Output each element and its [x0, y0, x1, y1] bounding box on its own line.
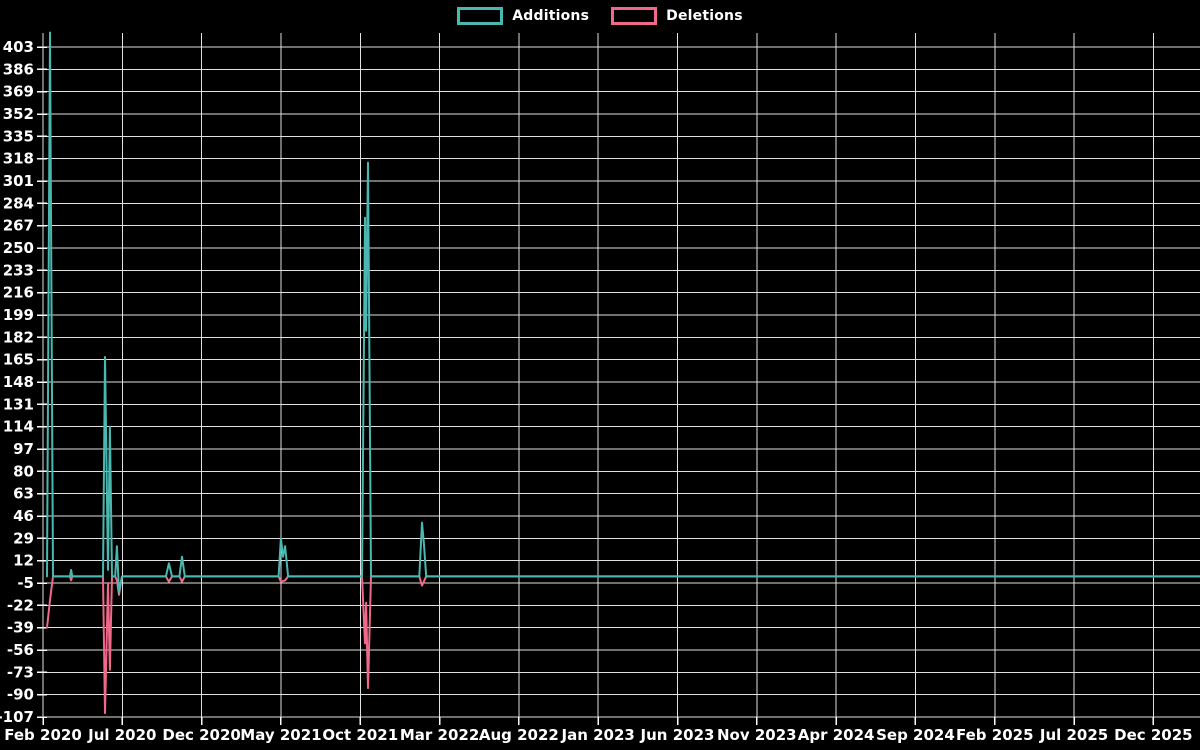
legend-label-additions: Additions — [512, 8, 590, 24]
y-tick-label: 284 — [3, 194, 34, 212]
x-tick-label: Jul 2025 — [1039, 726, 1108, 744]
x-tick-label: Nov 2023 — [717, 726, 797, 744]
y-tick-label: 233 — [3, 261, 34, 279]
y-tick-label: 63 — [13, 485, 34, 503]
y-tick-label: 148 — [3, 373, 34, 391]
x-tick-label: Sep 2024 — [876, 726, 955, 744]
y-tick-label: -73 — [7, 663, 34, 681]
y-tick-label: 267 — [3, 217, 34, 235]
y-tick-label: 335 — [3, 127, 34, 145]
y-tick-label: 182 — [3, 328, 34, 346]
legend-label-deletions: Deletions — [666, 8, 743, 24]
y-tick-label: -22 — [7, 596, 34, 614]
x-tick-label: Feb 2020 — [4, 726, 82, 744]
deletions-series-line — [46, 575, 1200, 715]
y-tick-label: 386 — [3, 60, 34, 78]
x-tick-label: Aug 2022 — [479, 726, 559, 744]
legend-item-additions[interactable]: Additions — [457, 7, 589, 25]
y-tick-label: 216 — [3, 284, 34, 302]
y-tick-label: 369 — [3, 83, 34, 101]
y-tick-label: 12 — [13, 552, 34, 570]
y-tick-label: 403 — [3, 38, 34, 56]
y-tick-label: 318 — [3, 150, 34, 168]
y-tick-label: 199 — [3, 306, 34, 324]
additions-swatch-icon — [457, 7, 504, 25]
x-tick-label: Jul 2020 — [87, 726, 156, 744]
x-tick-label: Oct 2021 — [322, 726, 398, 744]
y-tick-label: 80 — [13, 462, 34, 480]
x-tick-label: Dec 2020 — [162, 726, 241, 744]
y-tick-label: 29 — [13, 529, 34, 547]
x-tick-label: Dec 2025 — [1114, 726, 1193, 744]
y-tick-label: 114 — [3, 418, 34, 436]
deletions-swatch-icon — [611, 7, 658, 25]
y-tick-label: -90 — [7, 686, 34, 704]
x-tick-label: Feb 2025 — [956, 726, 1034, 744]
y-tick-label: 165 — [3, 351, 34, 369]
x-tick-label: Apr 2024 — [798, 726, 875, 744]
y-tick-label: 352 — [3, 105, 34, 123]
x-tick-label: Jan 2023 — [561, 726, 635, 744]
additions-series-line — [46, 31, 1200, 594]
y-tick-label: -5 — [17, 574, 34, 592]
x-tick-label: Jun 2023 — [640, 726, 715, 744]
y-tick-label: 250 — [3, 239, 34, 257]
y-tick-label: 46 — [13, 507, 34, 525]
x-tick-label: Mar 2022 — [400, 726, 479, 744]
y-tick-label: 131 — [3, 395, 34, 413]
y-tick-label: -39 — [7, 619, 34, 637]
y-tick-label: 301 — [3, 172, 34, 190]
legend-item-deletions[interactable]: Deletions — [611, 7, 743, 25]
chart-legend: Additions Deletions — [0, 7, 1200, 25]
y-tick-label: -56 — [7, 641, 34, 659]
y-tick-label: 97 — [13, 440, 34, 458]
y-tick-label: -107 — [0, 708, 34, 726]
x-tick-label: May 2021 — [240, 726, 321, 744]
